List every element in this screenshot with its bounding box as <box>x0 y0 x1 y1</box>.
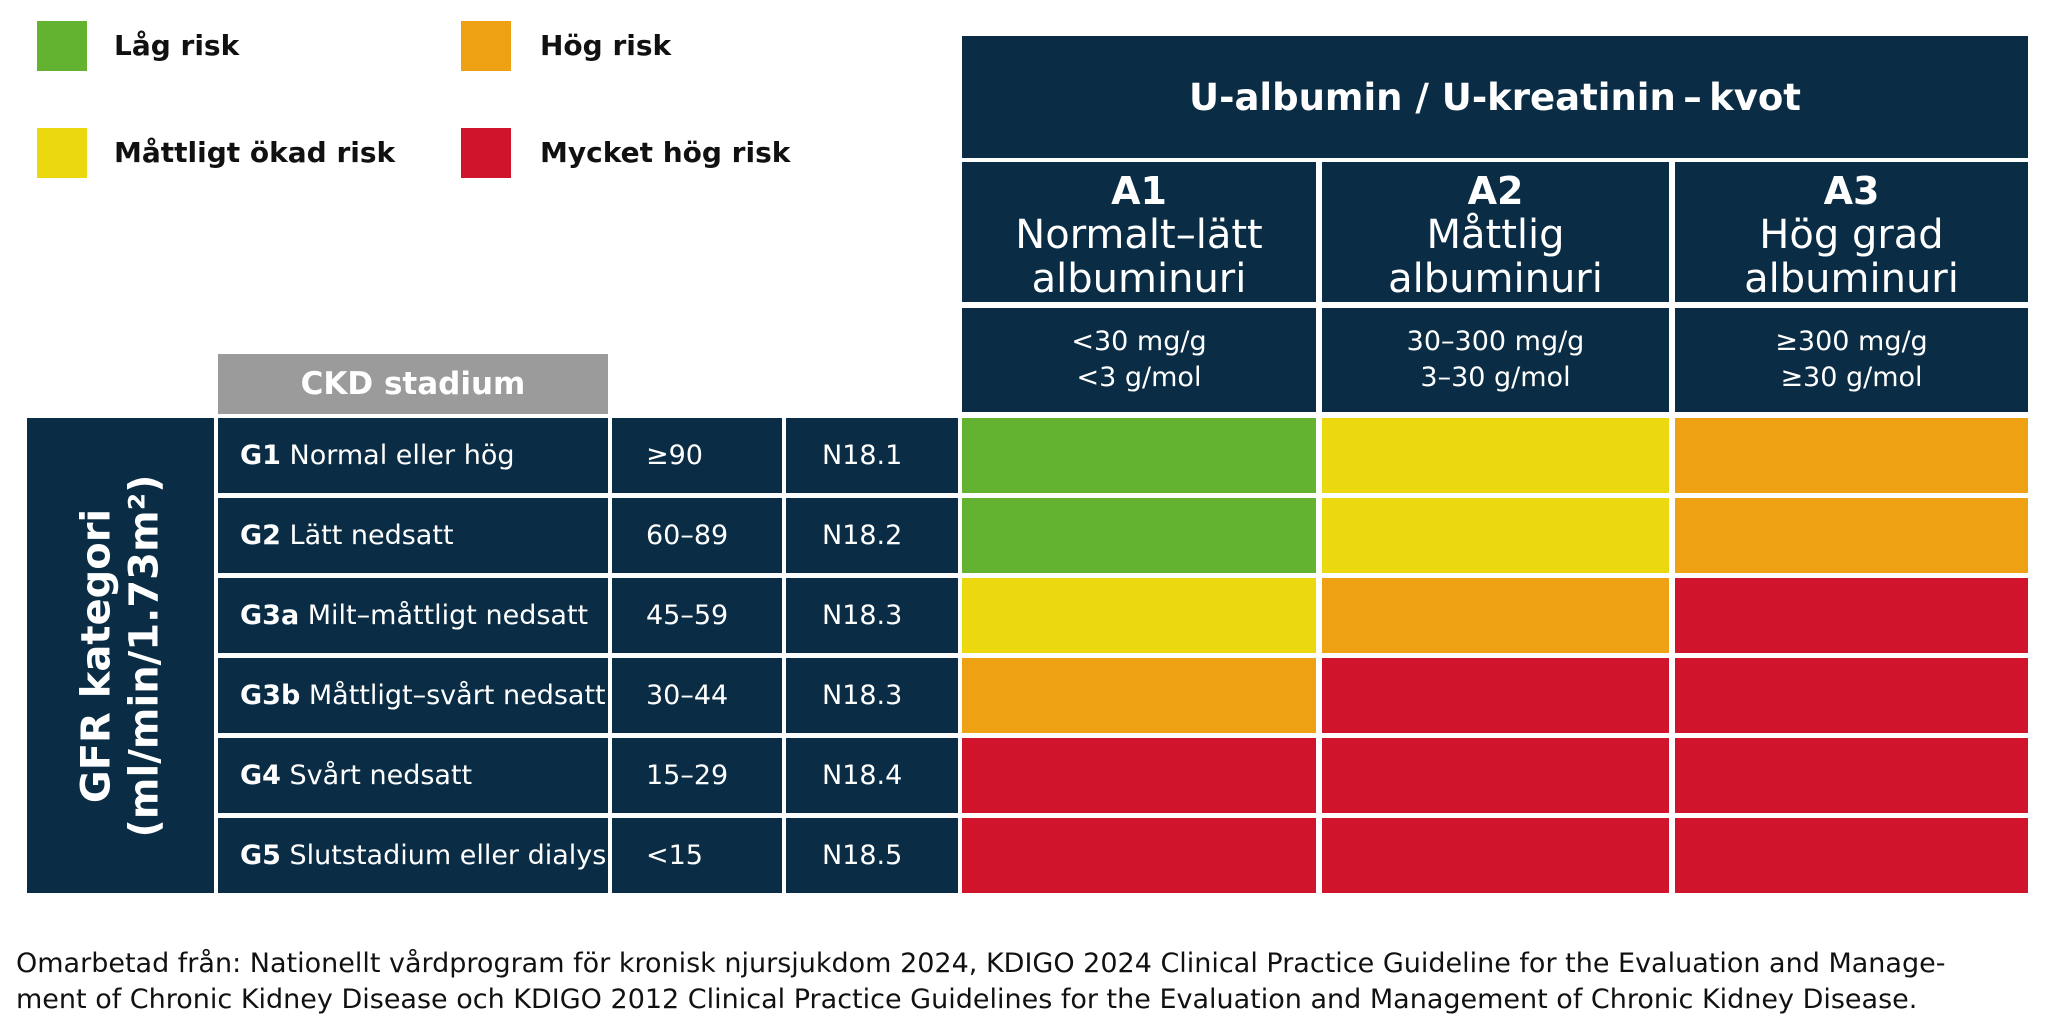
risk-cell-g1-a1 <box>962 418 1316 493</box>
risk-cell-g4-a1 <box>962 738 1316 813</box>
gfr-row-description: Lätt nedsatt <box>280 520 454 551</box>
gfr-row-description: Måttligt–svårt nedsatt <box>300 680 606 711</box>
gfr-row-label: G3a Milt–måttligt nedsatt <box>218 578 608 653</box>
column-threshold-a3: ≥300 mg/g ≥30 g/mol <box>1675 308 2028 412</box>
gfr-row-description: Slutstadium eller dialys <box>280 840 607 871</box>
column-description: albuminuri <box>1744 256 1959 303</box>
legend-swatch-moderate-risk <box>37 128 87 178</box>
column-threshold-a2: 30–300 mg/g 3–30 g/mol <box>1322 308 1669 412</box>
column-description: Normalt–lätt <box>1015 211 1263 258</box>
gfr-category-unit: (ml/min/1.73m²) <box>121 474 168 837</box>
column-header-a1: A1 Normalt–lätt albuminuri <box>962 162 1316 302</box>
gfr-category-title: GFR kategori <box>73 508 120 803</box>
risk-cell-g3a-a2 <box>1322 578 1669 653</box>
risk-cell-g2-a2 <box>1322 498 1669 573</box>
risk-cell-g2-a3 <box>1675 498 2028 573</box>
column-code: A3 <box>1823 169 1880 213</box>
column-code: A1 <box>1111 169 1167 213</box>
column-description: Hög grad <box>1759 211 1944 258</box>
legend-swatch-high-risk <box>461 21 511 71</box>
gfr-row-label: G2 Lätt nedsatt <box>218 498 608 573</box>
gfr-row-range: 45–59 <box>612 578 782 653</box>
column-header-a3: A3 Hög grad albuminuri <box>1675 162 2028 302</box>
ckd-stage-label: CKD stadium <box>218 354 608 414</box>
gfr-row-label: G4 Svårt nedsatt <box>218 738 608 813</box>
gfr-row-range: 15–29 <box>612 738 782 813</box>
risk-cell-g3a-a3 <box>1675 578 2028 653</box>
threshold-mg: 30–300 mg/g <box>1406 325 1585 357</box>
column-threshold-a1: <30 mg/g <3 g/mol <box>962 308 1316 412</box>
threshold-mol: ≥30 g/mol <box>1780 362 1923 393</box>
legend-label-moderate-risk: Måttligt ökad risk <box>114 136 396 169</box>
risk-cell-g1-a2 <box>1322 418 1669 493</box>
gfr-row-icd-code: N18.3 <box>786 578 958 653</box>
gfr-row-range: ≥90 <box>612 418 782 493</box>
source-note-line-2: ment of Chronic Kidney Disease och KDIGO… <box>16 984 1918 1015</box>
risk-cell-g5-a1 <box>962 818 1316 893</box>
risk-cell-g3b-a1 <box>962 658 1316 733</box>
gfr-category-label: GFR kategori (ml/min/1.73m²) <box>27 418 214 893</box>
column-description: albuminuri <box>1388 256 1603 303</box>
legend-label-very-high-risk: Mycket hög risk <box>540 136 791 169</box>
risk-cell-g1-a3 <box>1675 418 2028 493</box>
risk-cell-g5-a2 <box>1322 818 1669 893</box>
gfr-row-label: G3b Måttligt–svårt nedsatt <box>218 658 608 733</box>
legend-label-low-risk: Låg risk <box>114 29 240 62</box>
gfr-row-icd-code: N18.4 <box>786 738 958 813</box>
risk-cell-g2-a1 <box>962 498 1316 573</box>
gfr-row-range: 60–89 <box>612 498 782 573</box>
gfr-category-text: GFR kategori (ml/min/1.73m²) <box>73 474 169 837</box>
gfr-row-icd-code: N18.3 <box>786 658 958 733</box>
gfr-row-description: Milt–måttligt nedsatt <box>299 600 589 631</box>
gfr-row-description: Svårt nedsatt <box>280 760 473 791</box>
legend-swatch-low-risk <box>37 21 87 71</box>
gfr-row-label: G5 Slutstadium eller dialys <box>218 818 608 893</box>
source-note-line-1: Omarbetad från: Nationellt vårdprogram f… <box>16 948 1946 979</box>
threshold-mg: ≥300 mg/g <box>1775 325 1928 357</box>
gfr-row-code: G1 <box>240 440 281 471</box>
gfr-row-code: G4 <box>240 760 281 791</box>
column-code: A2 <box>1467 169 1524 213</box>
gfr-row-code: G3a <box>240 600 300 631</box>
gfr-row-icd-code: N18.5 <box>786 818 958 893</box>
legend-swatch-very-high-risk <box>461 128 511 178</box>
gfr-row-label: G1 Normal eller hög <box>218 418 608 493</box>
legend-label-high-risk: Hög risk <box>540 29 672 62</box>
risk-cell-g5-a3 <box>1675 818 2028 893</box>
risk-cell-g3a-a1 <box>962 578 1316 653</box>
gfr-row-icd-code: N18.1 <box>786 418 958 493</box>
gfr-row-code: G3b <box>240 680 301 711</box>
threshold-mol: 3–30 g/mol <box>1420 362 1571 393</box>
column-header-a2: A2 Måttlig albuminuri <box>1322 162 1669 302</box>
gfr-row-code: G5 <box>240 840 281 871</box>
column-description: albuminuri <box>1031 256 1247 303</box>
risk-cell-g3b-a3 <box>1675 658 2028 733</box>
risk-cell-g3b-a2 <box>1322 658 1669 733</box>
risk-cell-g4-a2 <box>1322 738 1669 813</box>
gfr-row-code: G2 <box>240 520 281 551</box>
gfr-row-range: 30–44 <box>612 658 782 733</box>
gfr-row-range: <15 <box>612 818 782 893</box>
threshold-mol: <3 g/mol <box>1076 362 1202 393</box>
albumin-creatinine-header: U-albumin / U-kreatinin – kvot <box>962 36 2028 158</box>
threshold-mg: <30 mg/g <box>1071 325 1207 357</box>
risk-cell-g4-a3 <box>1675 738 2028 813</box>
column-description: Måttlig <box>1426 211 1565 258</box>
gfr-row-description: Normal eller hög <box>280 440 515 471</box>
gfr-row-icd-code: N18.2 <box>786 498 958 573</box>
